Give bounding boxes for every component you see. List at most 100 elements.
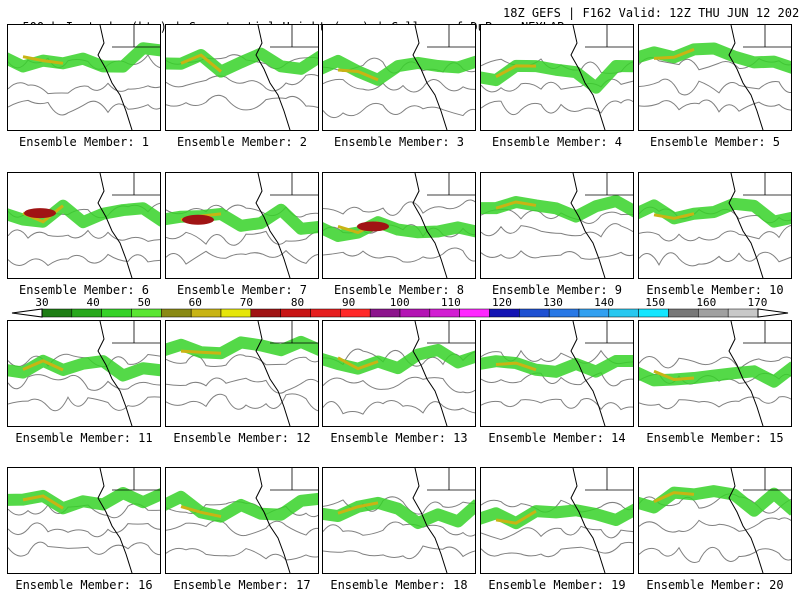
ensemble-member-label: Ensemble Member: 5 xyxy=(649,135,781,149)
ensemble-member-label: Ensemble Member: 19 xyxy=(488,578,626,592)
ensemble-member-map xyxy=(638,467,792,574)
ensemble-member-label: Ensemble Member: 6 xyxy=(18,283,150,297)
ensemble-member-label: Ensemble Member: 16 xyxy=(15,578,153,592)
isotach-map xyxy=(323,25,475,130)
colorbar-tick-label: 170 xyxy=(747,296,767,309)
colorbar-swatch xyxy=(429,308,460,318)
ensemble-member-label: Ensemble Member: 20 xyxy=(646,578,784,592)
colorbar-swatch xyxy=(489,308,520,318)
ensemble-member-map xyxy=(638,172,792,279)
colorbar-tick-label: 80 xyxy=(291,296,304,309)
colorbar-tick-label: 30 xyxy=(35,296,48,309)
isotach-map xyxy=(8,468,160,573)
colorbar-swatch xyxy=(548,308,580,318)
ensemble-member-map xyxy=(7,320,161,427)
colorbar-swatch xyxy=(220,308,252,318)
ensemble-member-label: Ensemble Member: 9 xyxy=(491,283,623,297)
colorbar-swatch xyxy=(638,308,669,318)
isotach-map xyxy=(481,468,633,573)
colorbar-swatch xyxy=(668,308,699,318)
colorbar-tick-label: 160 xyxy=(696,296,716,309)
isotach-map xyxy=(639,173,791,278)
isotach-map xyxy=(323,468,475,573)
isotach-map xyxy=(323,321,475,426)
ensemble-member-label: Ensemble Member: 8 xyxy=(333,283,465,297)
isotach-map xyxy=(481,321,633,426)
colorbar-swatch xyxy=(280,308,311,318)
ensemble-member-map xyxy=(322,467,476,574)
colorbar-tick-label: 60 xyxy=(189,296,202,309)
ensemble-member-label: Ensemble Member: 1 xyxy=(18,135,150,149)
ensemble-member-label: Ensemble Member: 4 xyxy=(491,135,623,149)
isotach-map xyxy=(166,321,318,426)
colorbar-swatch xyxy=(41,308,73,318)
colorbar-tick-label: 150 xyxy=(645,296,665,309)
colorbar-swatch xyxy=(698,308,729,318)
ensemble-member-map xyxy=(480,320,634,427)
colorbar-swatch xyxy=(101,308,132,318)
ensemble-member-map xyxy=(322,24,476,131)
isotach-map xyxy=(8,173,160,278)
colorbar-swatch xyxy=(727,308,759,318)
ensemble-member-label: Ensemble Member: 2 xyxy=(176,135,308,149)
colorbar-tick-label: 70 xyxy=(240,296,253,309)
isotach-map xyxy=(481,173,633,278)
isotach-map xyxy=(639,321,791,426)
isotach-map xyxy=(481,25,633,130)
isotach-map xyxy=(166,173,318,278)
colorbar-swatch xyxy=(340,308,371,318)
ensemble-member-label: Ensemble Member: 10 xyxy=(646,283,784,297)
isotach-map xyxy=(166,25,318,130)
ensemble-member-label: Ensemble Member: 12 xyxy=(173,431,311,445)
ensemble-member-label: Ensemble Member: 13 xyxy=(330,431,468,445)
ensemble-member-map xyxy=(480,172,634,279)
colorbar-left-arrow xyxy=(11,308,43,318)
colorbar-swatch xyxy=(369,308,401,318)
isotach-map xyxy=(639,25,791,130)
isotach-map xyxy=(8,321,160,426)
ensemble-member-map xyxy=(322,172,476,279)
colorbar-swatch xyxy=(310,308,341,318)
ensemble-member-map xyxy=(165,24,319,131)
ensemble-member-label: Ensemble Member: 11 xyxy=(15,431,153,445)
ensemble-member-map xyxy=(7,24,161,131)
ensemble-member-map xyxy=(165,320,319,427)
ensemble-member-map xyxy=(638,24,792,131)
colorbar-tick-label: 120 xyxy=(492,296,512,309)
ensemble-member-map xyxy=(638,320,792,427)
header-valid-time: 18Z GEFS | F162 Valid: 12Z THU JUN 12 20… xyxy=(503,6,800,20)
colorbar-swatch xyxy=(71,308,102,318)
colorbar-swatch xyxy=(250,308,281,318)
colorbar-swatch xyxy=(519,308,550,318)
ensemble-member-map xyxy=(165,172,319,279)
isotach-map xyxy=(166,468,318,573)
colorbar-swatch xyxy=(190,308,222,318)
colorbar-swatch xyxy=(459,308,490,318)
colorbar-swatch xyxy=(608,308,639,318)
ensemble-member-label: Ensemble Member: 15 xyxy=(646,431,784,445)
colorbar-tick-label: 140 xyxy=(594,296,614,309)
ensemble-member-label: Ensemble Member: 18 xyxy=(330,578,468,592)
colorbar-swatch xyxy=(161,308,192,318)
colorbar-tick-label: 100 xyxy=(390,296,410,309)
colorbar-tick-label: 90 xyxy=(342,296,355,309)
colorbar-swatch xyxy=(131,308,162,318)
isotach-map xyxy=(8,25,160,130)
isotach-map xyxy=(323,173,475,278)
colorbar-right-arrow xyxy=(757,308,789,318)
isotach-map xyxy=(639,468,791,573)
colorbar-tick-label: 50 xyxy=(138,296,151,309)
ensemble-member-map xyxy=(7,467,161,574)
ensemble-member-label: Ensemble Member: 7 xyxy=(176,283,308,297)
ensemble-member-label: Ensemble Member: 17 xyxy=(173,578,311,592)
ensemble-member-map xyxy=(7,172,161,279)
colorbar-swatch xyxy=(399,308,431,318)
ensemble-member-map xyxy=(480,467,634,574)
colorbar-tick-label: 110 xyxy=(441,296,461,309)
isotach-colorbar: 30 40 50 60 70 80 90 100 110 120 130 140 150 160 170 xyxy=(11,296,789,318)
ensemble-member-label: Ensemble Member: 14 xyxy=(488,431,626,445)
colorbar-tick-label: 40 xyxy=(86,296,99,309)
ensemble-member-map xyxy=(165,467,319,574)
colorbar-tick-label: 130 xyxy=(543,296,563,309)
ensemble-member-label: Ensemble Member: 3 xyxy=(333,135,465,149)
